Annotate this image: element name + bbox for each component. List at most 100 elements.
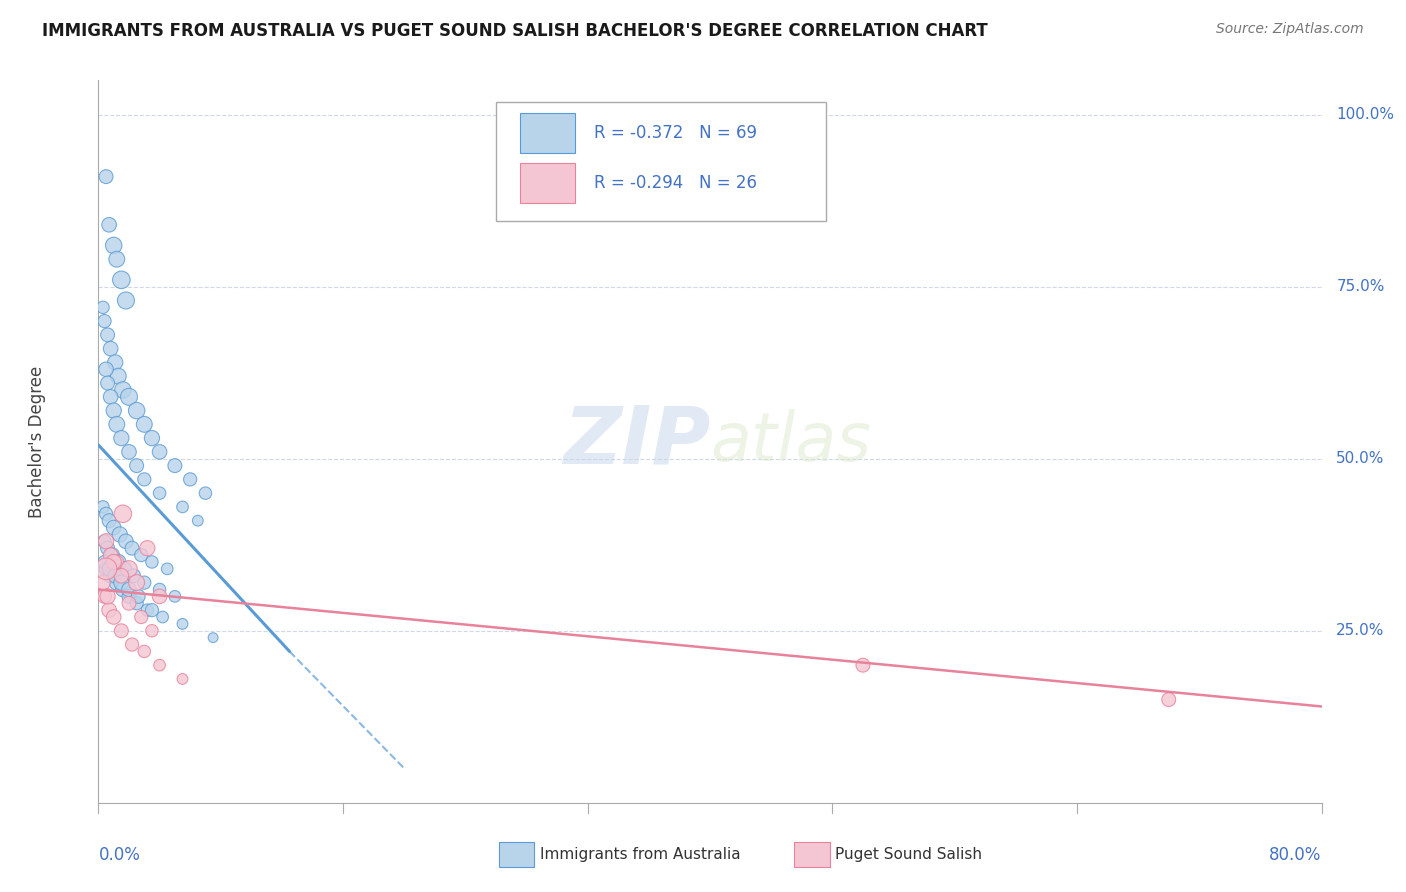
Point xyxy=(111,582,134,597)
Point xyxy=(105,252,128,267)
Point xyxy=(129,548,152,562)
Bar xyxy=(520,163,575,203)
Point xyxy=(93,314,115,328)
Point xyxy=(134,472,156,486)
Point xyxy=(97,327,120,342)
Point xyxy=(118,562,141,576)
Text: Immigrants from Australia: Immigrants from Australia xyxy=(540,847,741,862)
Point xyxy=(103,520,125,534)
Point xyxy=(94,169,117,184)
Point xyxy=(127,590,149,604)
Point xyxy=(118,582,141,597)
Point xyxy=(121,638,143,652)
Point xyxy=(93,534,115,549)
Point xyxy=(100,342,122,356)
Point xyxy=(91,500,114,514)
Point xyxy=(141,624,163,638)
Point xyxy=(172,672,194,686)
Point xyxy=(110,568,132,582)
Point xyxy=(107,369,129,384)
Point xyxy=(149,590,172,604)
Text: 25.0%: 25.0% xyxy=(1336,624,1385,639)
Point xyxy=(103,403,125,417)
Point xyxy=(134,644,156,658)
Point xyxy=(93,555,115,569)
Text: ZIP: ZIP xyxy=(562,402,710,481)
Point xyxy=(118,390,141,404)
Point xyxy=(105,417,128,432)
Point xyxy=(103,610,125,624)
Point xyxy=(149,445,172,459)
Text: IMMIGRANTS FROM AUSTRALIA VS PUGET SOUND SALISH BACHELOR'S DEGREE CORRELATION CH: IMMIGRANTS FROM AUSTRALIA VS PUGET SOUND… xyxy=(42,22,988,40)
Text: R = -0.372   N = 69: R = -0.372 N = 69 xyxy=(593,124,756,142)
Point xyxy=(172,500,194,514)
Point xyxy=(194,486,217,500)
Point xyxy=(129,610,152,624)
Point xyxy=(98,603,121,617)
Point xyxy=(105,555,128,569)
Point xyxy=(97,376,120,390)
Point xyxy=(101,548,124,562)
Point xyxy=(104,355,127,369)
Point xyxy=(111,383,134,397)
Point xyxy=(97,590,120,604)
Text: 100.0%: 100.0% xyxy=(1336,107,1395,122)
Point xyxy=(94,534,117,549)
Point xyxy=(202,631,225,645)
Point xyxy=(94,507,117,521)
Point xyxy=(103,555,125,569)
Text: 50.0%: 50.0% xyxy=(1336,451,1385,467)
Point xyxy=(156,562,179,576)
Point xyxy=(110,273,132,287)
Point xyxy=(141,431,163,445)
Point xyxy=(179,472,201,486)
Point xyxy=(125,575,148,590)
Bar xyxy=(520,112,575,153)
Point xyxy=(149,582,172,597)
Point xyxy=(93,590,115,604)
Point xyxy=(94,562,117,576)
Text: Source: ZipAtlas.com: Source: ZipAtlas.com xyxy=(1216,22,1364,37)
Point xyxy=(98,514,121,528)
Point xyxy=(125,596,148,610)
Point xyxy=(149,658,172,673)
Point xyxy=(118,596,141,610)
Text: Puget Sound Salish: Puget Sound Salish xyxy=(835,847,983,862)
Point xyxy=(94,562,117,576)
Point xyxy=(103,238,125,252)
Point xyxy=(122,568,145,582)
Text: Bachelor's Degree: Bachelor's Degree xyxy=(28,366,46,517)
Point xyxy=(100,548,122,562)
Point xyxy=(115,293,138,308)
Point xyxy=(110,575,132,590)
Point xyxy=(163,590,186,604)
Text: R = -0.294   N = 26: R = -0.294 N = 26 xyxy=(593,174,756,193)
Point xyxy=(105,575,128,590)
Point xyxy=(152,610,174,624)
Point xyxy=(91,301,114,315)
Point xyxy=(852,658,875,673)
Point xyxy=(134,417,156,432)
Point xyxy=(98,218,121,232)
FancyBboxPatch shape xyxy=(496,102,827,221)
Point xyxy=(141,555,163,569)
Point xyxy=(187,514,209,528)
Text: 75.0%: 75.0% xyxy=(1336,279,1385,294)
Point xyxy=(125,403,148,417)
Point xyxy=(112,562,135,576)
Text: atlas: atlas xyxy=(710,409,872,475)
Text: 80.0%: 80.0% xyxy=(1270,847,1322,864)
Point xyxy=(110,624,132,638)
Point xyxy=(100,390,122,404)
Point xyxy=(94,362,117,376)
Point xyxy=(149,486,172,500)
Point xyxy=(118,445,141,459)
Point xyxy=(136,541,159,556)
Point xyxy=(108,527,131,541)
Point xyxy=(163,458,186,473)
Point xyxy=(97,541,120,556)
Point xyxy=(115,534,138,549)
Point xyxy=(98,562,121,576)
Point xyxy=(100,568,122,582)
Text: 0.0%: 0.0% xyxy=(98,847,141,864)
